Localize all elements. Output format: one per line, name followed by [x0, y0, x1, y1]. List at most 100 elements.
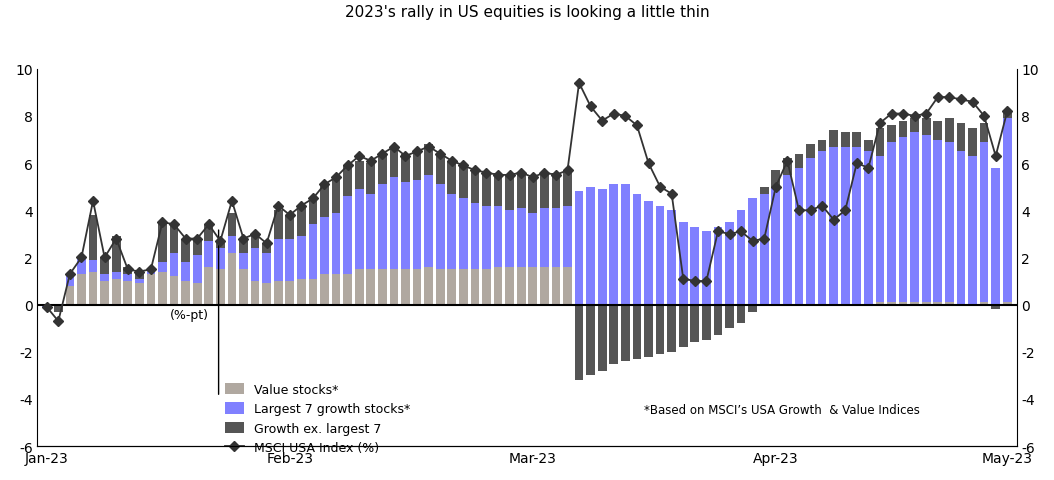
Bar — [216, 270, 225, 305]
Bar — [992, 305, 1000, 310]
Bar — [458, 199, 468, 270]
Bar — [922, 135, 931, 302]
Bar — [332, 178, 340, 213]
Bar — [355, 270, 364, 305]
Bar — [274, 281, 282, 305]
Bar — [344, 275, 352, 305]
Bar — [679, 223, 687, 305]
Bar — [262, 284, 271, 305]
Bar — [760, 187, 768, 194]
Bar — [216, 241, 225, 249]
Bar — [667, 305, 676, 352]
Bar — [470, 270, 480, 305]
Bar — [957, 152, 965, 305]
Bar — [158, 223, 167, 263]
Bar — [980, 302, 989, 305]
Bar — [181, 263, 190, 281]
Bar — [309, 279, 317, 305]
Bar — [193, 255, 201, 284]
Bar — [586, 305, 596, 375]
Bar — [367, 270, 375, 305]
Bar — [795, 155, 803, 168]
Bar — [934, 121, 942, 140]
Bar — [89, 216, 97, 260]
Bar — [679, 305, 687, 348]
Bar — [945, 302, 954, 305]
Bar — [818, 140, 826, 152]
Bar — [505, 211, 514, 267]
Bar — [806, 159, 815, 305]
Bar — [482, 206, 491, 270]
Bar — [621, 305, 629, 361]
Bar — [853, 133, 861, 147]
Bar — [378, 155, 387, 185]
Bar — [458, 270, 468, 305]
Bar — [540, 267, 549, 305]
Bar — [89, 272, 97, 305]
Bar — [425, 176, 433, 267]
Bar — [239, 241, 248, 253]
Bar — [795, 168, 803, 305]
Bar — [470, 171, 480, 204]
Bar — [378, 270, 387, 305]
Bar — [551, 208, 561, 267]
Bar — [436, 155, 445, 185]
Bar — [100, 275, 109, 281]
Bar — [690, 228, 699, 305]
Bar — [344, 197, 352, 275]
Bar — [54, 305, 62, 307]
Bar — [505, 176, 514, 211]
Bar — [297, 206, 306, 237]
Bar — [204, 241, 213, 267]
Bar — [922, 302, 931, 305]
Bar — [355, 190, 364, 270]
Bar — [714, 228, 722, 305]
Bar — [286, 239, 294, 281]
Bar — [458, 166, 468, 199]
Bar — [899, 302, 907, 305]
Bar — [170, 225, 178, 253]
Bar — [841, 133, 850, 147]
Bar — [737, 305, 745, 324]
Bar — [957, 124, 965, 152]
Bar — [945, 119, 954, 143]
Bar — [911, 133, 919, 302]
Bar — [181, 239, 190, 263]
Bar — [251, 249, 259, 281]
Bar — [204, 267, 213, 305]
Bar — [783, 176, 792, 305]
Bar — [332, 275, 340, 305]
Bar — [899, 121, 907, 138]
Bar — [887, 126, 896, 143]
Bar — [470, 204, 480, 270]
Bar — [528, 213, 538, 267]
Bar — [922, 119, 931, 135]
Bar — [100, 258, 109, 275]
Bar — [425, 145, 433, 176]
Bar — [980, 143, 989, 302]
Bar — [540, 173, 549, 208]
Bar — [239, 253, 248, 270]
Bar — [516, 208, 526, 267]
Bar — [286, 281, 294, 305]
Bar — [899, 138, 907, 302]
Bar — [609, 185, 618, 305]
Bar — [621, 185, 629, 305]
Bar — [690, 305, 699, 343]
Bar — [262, 253, 271, 284]
Bar — [493, 206, 503, 267]
Bar — [286, 216, 294, 239]
Bar — [135, 272, 143, 279]
Bar — [656, 206, 664, 305]
Bar — [887, 302, 896, 305]
Bar — [772, 187, 780, 305]
Bar — [413, 270, 422, 305]
Bar — [528, 267, 538, 305]
Bar — [911, 119, 919, 133]
Bar — [448, 194, 456, 270]
Bar — [425, 267, 433, 305]
Bar — [402, 270, 410, 305]
Bar — [390, 178, 398, 270]
Bar — [239, 270, 248, 305]
Bar — [702, 305, 710, 340]
